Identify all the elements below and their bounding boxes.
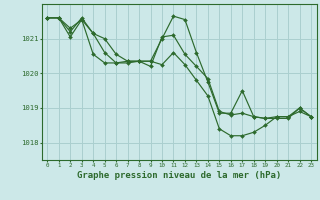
X-axis label: Graphe pression niveau de la mer (hPa): Graphe pression niveau de la mer (hPa) [77,171,281,180]
